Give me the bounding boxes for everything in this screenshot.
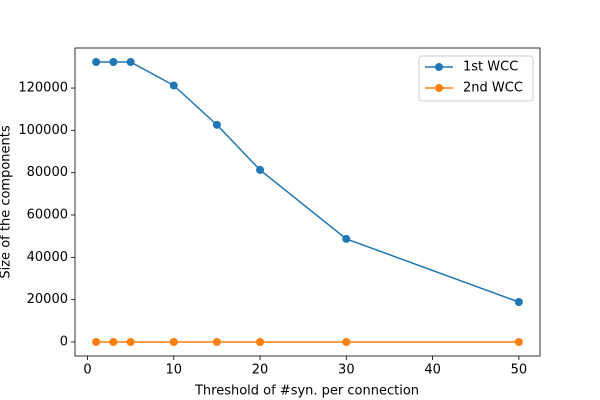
legend-label: 2nd WCC xyxy=(463,81,523,96)
legend-marker xyxy=(435,63,443,71)
point xyxy=(169,338,178,346)
legend-marker xyxy=(435,84,443,92)
point xyxy=(514,338,523,346)
y-tick-label: 20000 xyxy=(27,292,68,307)
y-tick-label: 80000 xyxy=(27,165,68,180)
point xyxy=(514,298,523,306)
point xyxy=(169,81,178,90)
point xyxy=(342,338,351,346)
point xyxy=(109,338,118,346)
point xyxy=(256,165,265,174)
y-tick-label: 120000 xyxy=(18,81,68,96)
y-tick-label: 40000 xyxy=(27,250,68,265)
x-axis-label: Threshold of #syn. per connection xyxy=(194,384,419,399)
x-tick-label: 20 xyxy=(252,363,269,378)
point xyxy=(342,234,351,243)
point xyxy=(126,338,135,346)
x-tick-label: 40 xyxy=(424,363,441,378)
x-tick-label: 0 xyxy=(83,363,91,378)
y-tick-label: 60000 xyxy=(27,208,68,223)
x-tick-label: 50 xyxy=(511,363,528,378)
x-tick-label: 30 xyxy=(338,363,355,378)
y-tick-label: 0 xyxy=(60,335,68,350)
y-tick-label: 100000 xyxy=(18,123,68,138)
legend-label: 1st WCC xyxy=(463,60,518,75)
point xyxy=(212,338,221,346)
point xyxy=(256,338,265,346)
x-tick-label: 10 xyxy=(166,363,183,378)
point xyxy=(109,58,118,66)
plot-frame xyxy=(74,47,541,357)
point xyxy=(212,120,221,129)
point xyxy=(126,58,135,66)
point xyxy=(92,338,101,346)
y-axis-label: Size of the components xyxy=(0,125,14,278)
point xyxy=(92,58,101,66)
